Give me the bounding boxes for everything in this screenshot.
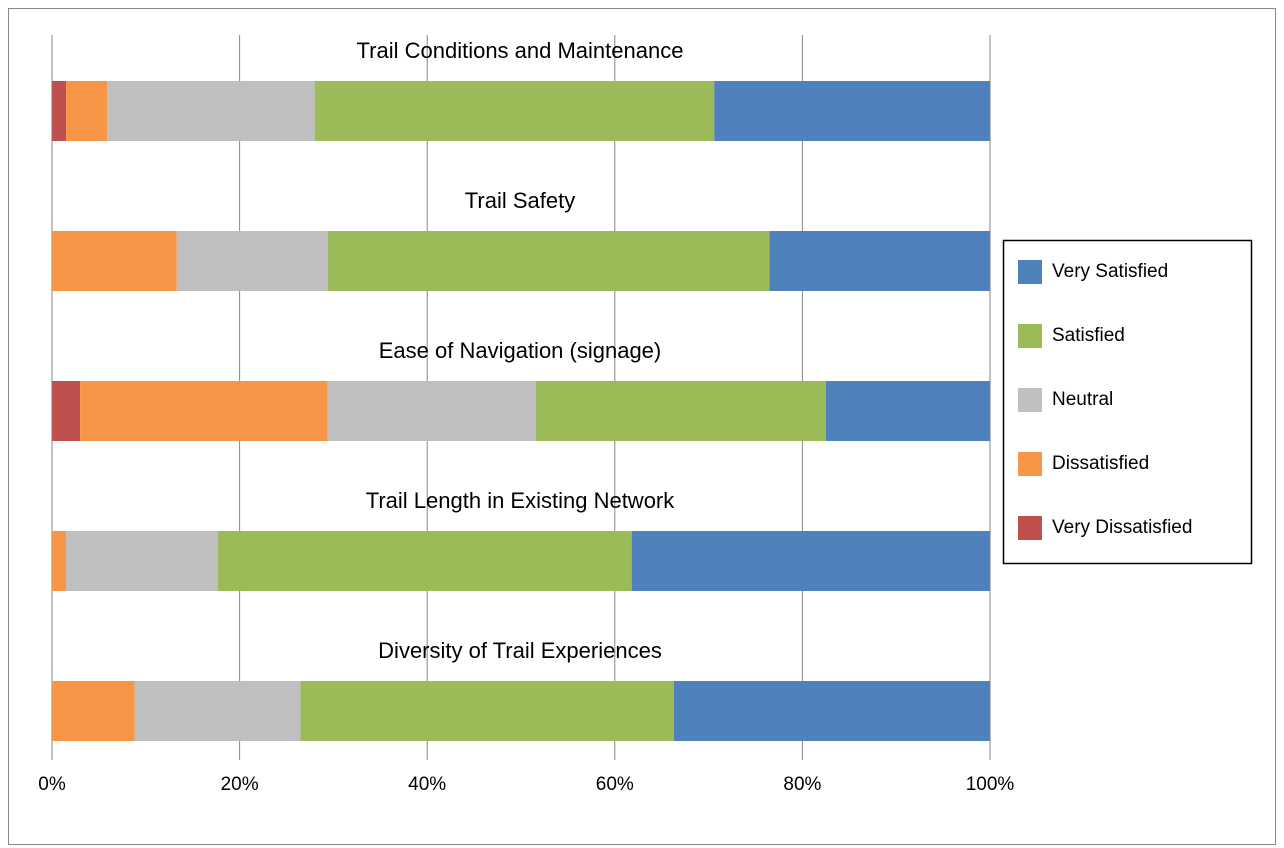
category-label: Trail Conditions and Maintenance xyxy=(357,38,684,63)
bar-segment xyxy=(52,531,67,591)
bar-segment xyxy=(300,681,674,741)
legend-swatch xyxy=(1018,452,1042,476)
legend-box xyxy=(1002,239,1253,565)
x-tick-label: 20% xyxy=(221,774,259,795)
category-label: Diversity of Trail Experiences xyxy=(378,638,662,663)
legend-label: Very Satisfied xyxy=(1052,261,1168,282)
bar-segment xyxy=(825,381,990,441)
bar-segment xyxy=(52,681,135,741)
bar-segment xyxy=(314,81,715,141)
bar-segment xyxy=(107,81,315,141)
bar-segment xyxy=(66,531,219,591)
bar-segment xyxy=(52,81,67,141)
x-tick-label: 80% xyxy=(783,774,821,795)
bar-segment xyxy=(52,381,81,441)
bar-segment xyxy=(536,381,826,441)
legend-label: Dissatisfied xyxy=(1052,453,1149,474)
bar-segment xyxy=(327,231,770,291)
category-label: Trail Safety xyxy=(465,188,575,213)
legend-swatch xyxy=(1018,516,1042,540)
x-tick-label: 100% xyxy=(966,774,1015,795)
x-tick-label: 60% xyxy=(596,774,634,795)
bar-segment xyxy=(327,381,537,441)
x-tick-label: 0% xyxy=(38,774,66,795)
category-label: Trail Length in Existing Network xyxy=(366,488,676,513)
legend-label: Satisfied xyxy=(1052,325,1125,346)
legend-swatch xyxy=(1018,260,1042,284)
x-tick-label: 40% xyxy=(408,774,446,795)
legend-label: Neutral xyxy=(1052,389,1113,410)
bar-segment xyxy=(66,81,108,141)
bar-segment xyxy=(80,381,328,441)
bar-segment xyxy=(176,231,328,291)
bar-segment xyxy=(52,231,177,291)
bar-segment xyxy=(631,531,990,591)
category-label: Ease of Navigation (signage) xyxy=(379,338,662,363)
bar-segment xyxy=(714,81,990,141)
bar-segment xyxy=(218,531,632,591)
bar-segment xyxy=(769,231,990,291)
legend-swatch xyxy=(1018,324,1042,348)
legend-swatch xyxy=(1018,388,1042,412)
bar-segment xyxy=(134,681,301,741)
legend-label: Very Dissatisfied xyxy=(1052,517,1192,538)
bar-segment xyxy=(673,681,990,741)
